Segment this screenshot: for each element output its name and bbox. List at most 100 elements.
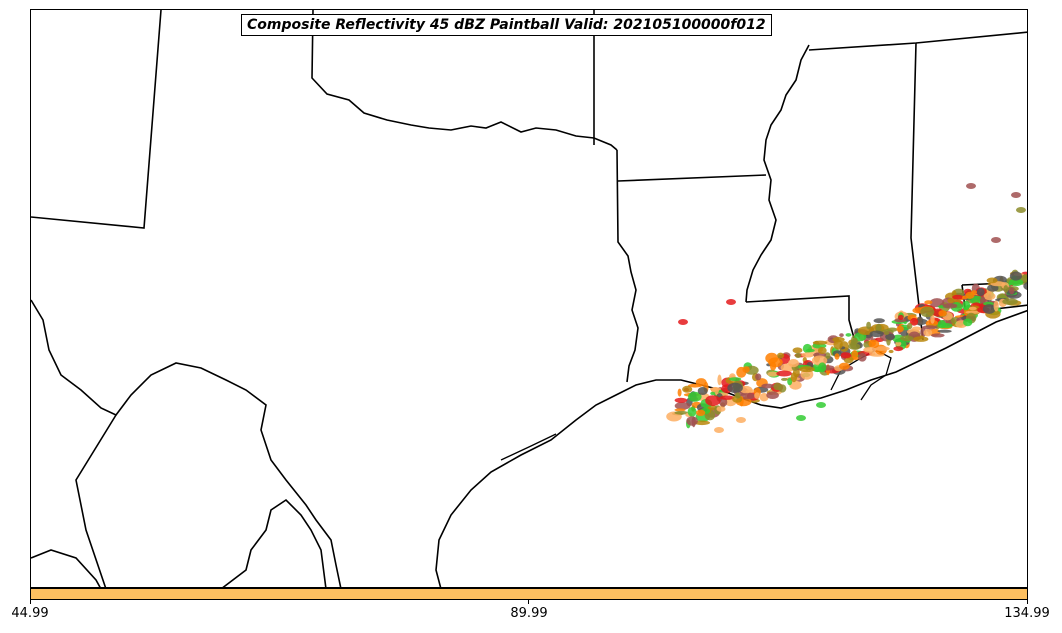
colorbar bbox=[30, 588, 1028, 600]
paintball-blob bbox=[736, 417, 746, 423]
map-canvas bbox=[31, 10, 1027, 587]
paintball-blob bbox=[705, 395, 721, 406]
paintball-blob bbox=[962, 295, 969, 300]
paintball-blob bbox=[839, 333, 844, 337]
paintball-blob bbox=[993, 300, 999, 312]
paintball-blob bbox=[895, 341, 902, 347]
paintball-blob bbox=[740, 392, 755, 400]
paintball-blob bbox=[817, 347, 827, 354]
paintball-blob bbox=[767, 371, 779, 377]
paintball-blob bbox=[682, 385, 693, 393]
paintball-blob bbox=[930, 314, 935, 324]
paintball-blob bbox=[893, 346, 904, 352]
paintball-blob bbox=[755, 373, 762, 381]
colorbar-tick-label-max: 134.99 bbox=[1004, 606, 1050, 621]
map-panel bbox=[30, 9, 1028, 588]
paintball-blob bbox=[686, 416, 698, 426]
paintball-blob bbox=[898, 314, 904, 321]
paintball-blob bbox=[892, 334, 904, 343]
nm-tx-border bbox=[31, 10, 162, 229]
map-title: Composite Reflectivity 45 dBZ Paintball … bbox=[241, 14, 772, 36]
paintball-blob bbox=[906, 322, 913, 330]
paintball-blob bbox=[991, 237, 1001, 243]
paintball-blob bbox=[710, 391, 716, 396]
paintball-blob bbox=[833, 339, 843, 350]
paintball-blob bbox=[790, 372, 798, 383]
paintball-blob bbox=[983, 292, 996, 301]
paintball-blob bbox=[947, 298, 955, 304]
paintball-blob bbox=[728, 377, 742, 381]
paintball-blob bbox=[963, 318, 973, 327]
paintball-blob bbox=[734, 392, 741, 399]
paintball-blob bbox=[976, 287, 985, 297]
paintball-blob bbox=[787, 377, 793, 386]
paintball-blob bbox=[851, 350, 859, 359]
paintball-blob bbox=[845, 333, 852, 337]
paintball-blob bbox=[694, 420, 710, 426]
paintball-blob bbox=[916, 316, 924, 326]
paintball-blob bbox=[923, 329, 933, 337]
paintball-blob bbox=[695, 378, 707, 387]
paintball-blob bbox=[674, 408, 686, 412]
paintball-blob bbox=[695, 409, 706, 416]
paintball-blob bbox=[794, 352, 802, 358]
paintball-blob bbox=[677, 388, 682, 397]
mx-state-line-1 bbox=[75, 414, 117, 587]
paintball-blob bbox=[952, 294, 964, 300]
paintball-blob bbox=[726, 299, 736, 305]
tx-la-border bbox=[616, 149, 639, 383]
paintball-blob bbox=[1009, 287, 1015, 295]
paintball-blob bbox=[910, 317, 919, 326]
mx-state-line-3 bbox=[222, 498, 327, 587]
paintball-blob bbox=[982, 304, 996, 314]
paintball-blob bbox=[868, 339, 880, 349]
paintball-blob bbox=[924, 300, 933, 305]
paintball-blob bbox=[761, 383, 774, 389]
paintball-blob bbox=[792, 347, 803, 354]
paintball-blob bbox=[1009, 271, 1023, 281]
paintball-blob bbox=[709, 387, 722, 391]
paintball-blob bbox=[727, 382, 743, 393]
paintball-blob bbox=[742, 366, 750, 373]
paintball-blob bbox=[816, 402, 826, 408]
ok-tx-border bbox=[311, 10, 618, 151]
paintball-blob bbox=[719, 395, 735, 400]
paintball-blob bbox=[678, 319, 688, 325]
mississippi-river bbox=[745, 44, 810, 303]
paintball-blob bbox=[929, 298, 945, 308]
paintball-blob bbox=[1009, 278, 1024, 287]
paintball-blob bbox=[942, 303, 958, 309]
paintball-blob bbox=[1002, 298, 1018, 305]
colorbar-tick bbox=[1027, 600, 1028, 604]
paintball-blob bbox=[840, 352, 852, 359]
paintball-blob bbox=[913, 336, 929, 342]
ar-la-border bbox=[617, 174, 767, 182]
paintball-blob bbox=[894, 318, 907, 323]
paintball-blob bbox=[796, 415, 806, 421]
paintball-blob bbox=[777, 352, 785, 359]
paintball-blob bbox=[674, 402, 691, 410]
paintball-blob bbox=[799, 366, 815, 373]
paintball-blob bbox=[801, 352, 815, 358]
la-ms-border bbox=[745, 295, 855, 339]
mx-state-line-2 bbox=[31, 549, 101, 587]
paintball-blob bbox=[965, 310, 981, 314]
paintball-blob bbox=[674, 410, 689, 415]
paintball-blob bbox=[789, 380, 802, 390]
paintball-blob bbox=[688, 391, 702, 402]
paintball-blob bbox=[866, 321, 871, 330]
tn-border bbox=[808, 31, 1027, 51]
paintball-blob bbox=[883, 330, 890, 335]
paintball-blob bbox=[788, 359, 799, 368]
colorbar-tick bbox=[528, 600, 529, 604]
paintball-blob bbox=[938, 310, 947, 317]
paintball-blob bbox=[858, 353, 867, 362]
barrier-island bbox=[500, 433, 557, 461]
paintball-blob bbox=[754, 392, 760, 399]
paintball-blob bbox=[714, 427, 724, 433]
paintball-blob bbox=[863, 346, 877, 353]
paintball-blob bbox=[802, 343, 813, 354]
paintball-blob bbox=[687, 407, 697, 417]
paintball-blob bbox=[1003, 285, 1009, 293]
paintball-blob bbox=[1016, 207, 1026, 213]
